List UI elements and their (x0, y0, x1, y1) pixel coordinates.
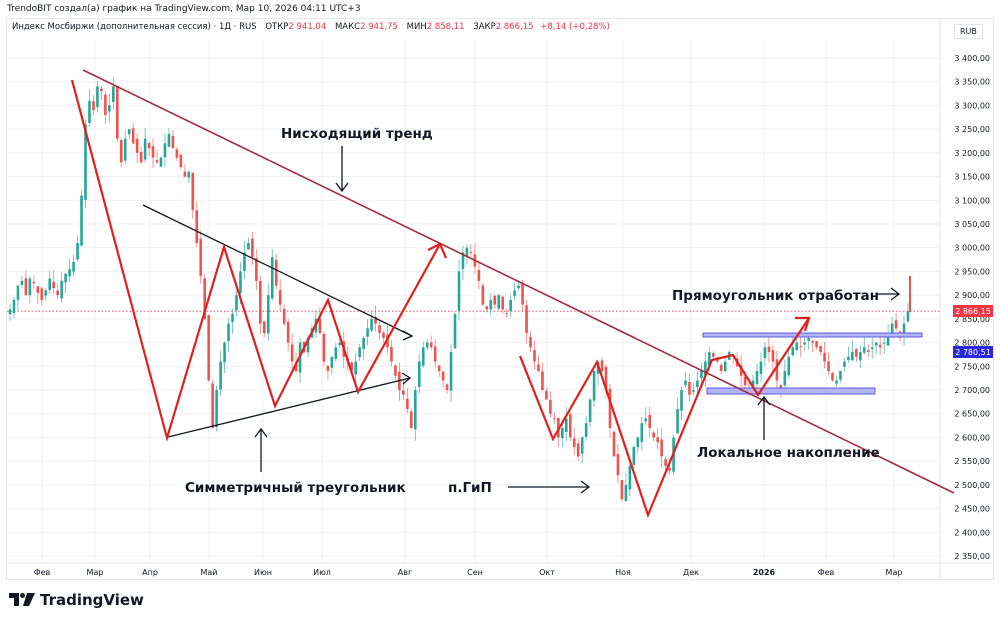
tradingview-logo[interactable]: TradingView (9, 591, 144, 609)
time-tick-label: Июн (254, 568, 272, 577)
high-value: 2 941,75 (360, 22, 398, 32)
time-tick-label: Авг (398, 568, 412, 577)
price-tick-label: 3 350,00 (954, 78, 990, 87)
open-value: 2 941,04 (288, 22, 327, 32)
price-tick-label: 3 250,00 (954, 125, 990, 134)
triangle-upper-line[interactable] (142, 204, 413, 337)
price-tick-label: 3 300,00 (954, 101, 990, 110)
price-tick-label: 2 350,00 (954, 552, 990, 561)
price-tick-label: 2 700,00 (954, 386, 990, 395)
downtrend-label[interactable]: Нисходящий тренд (281, 126, 433, 142)
time-tick-label: Фев (818, 568, 835, 577)
change-value: +8,14 (+0,28%) (540, 22, 610, 32)
price-tick-label: 3 100,00 (954, 196, 990, 205)
price-tick-label: 2 600,00 (954, 433, 990, 442)
low-value: 2 858,11 (426, 22, 465, 32)
high-label: МАКС (334, 22, 361, 32)
time-tick-label: Июл (313, 568, 331, 577)
zigzag-arrowhead-icon (427, 242, 448, 259)
down-arrow-icon (335, 182, 349, 193)
symbol-name: Индекс Мосбиржи (дополнительная сессия) … (12, 22, 257, 32)
triangle-upper-arrow-icon (402, 330, 414, 341)
support-zone-rect[interactable] (706, 387, 876, 395)
price-tick-label: 3 000,00 (954, 244, 990, 253)
time-axis[interactable]: Фев Мар Апр Май Июн Июл Авг Сен Окт Ноя Дек 2026 Фев… (34, 568, 903, 577)
time-tick-label: Апр (142, 568, 158, 577)
secondary-price-badge: 2 780,51 (953, 346, 993, 358)
time-tick-label: Сен (467, 568, 483, 577)
price-tick-label: 2 850,00 (954, 315, 990, 324)
time-tick-label: Дек (683, 568, 699, 577)
triangle-lower-line[interactable] (167, 377, 411, 438)
chart-frame (6, 18, 994, 580)
svg-text:2 866,15: 2 866,15 (955, 307, 991, 316)
logo-text: TradingView (40, 591, 144, 609)
close-value: 2 866,15 (495, 22, 534, 32)
candlestick-series (8, 77, 910, 502)
right-arrow-icon (580, 480, 591, 494)
zigzag-triangle-pattern[interactable] (70, 79, 441, 443)
svg-text:2 780,51: 2 780,51 (955, 348, 991, 357)
ihs-label[interactable]: п.ГиП (448, 480, 492, 496)
price-tick-label: 2 950,00 (954, 267, 990, 276)
symbol-legend[interactable]: Индекс Мосбиржи (дополнительная сессия) … (12, 22, 610, 32)
price-axis[interactable]: 3 400,00 3 350,00 3 300,00 3 250,00 3 200,00… (954, 54, 990, 561)
price-tick-label: 2 750,00 (954, 362, 990, 371)
low-label: МИН (406, 22, 427, 32)
up-arrow-icon (757, 395, 771, 406)
price-tick-label: 3 050,00 (954, 220, 990, 229)
resistance-zone-rect[interactable] (702, 332, 923, 338)
price-tick-label: 2 900,00 (954, 291, 990, 300)
time-tick-label: 2026 (753, 568, 776, 577)
price-tick-label: 2 550,00 (954, 457, 990, 466)
tradingview-logo-icon (9, 593, 35, 606)
local-accum-label[interactable]: Локальное накопление (697, 445, 880, 461)
time-tick-label: Окт (539, 568, 555, 577)
right-arrow-icon (890, 287, 901, 301)
grid-lines (7, 18, 994, 580)
up-arrow-icon (254, 427, 268, 438)
price-tick-label: 2 650,00 (954, 410, 990, 419)
price-tick-label: 2 800,00 (954, 339, 990, 348)
zigzag-breakout-arrowhead-icon (795, 316, 811, 332)
open-label: ОТКР (265, 22, 289, 32)
zigzag-ihs-pattern[interactable] (518, 317, 810, 519)
time-tick-label: Фев (34, 568, 51, 577)
price-tick-label: 2 400,00 (954, 528, 990, 537)
currency-button[interactable]: RUB (954, 24, 983, 39)
last-price-badge: 2 866,15 (953, 305, 993, 317)
time-tick-label: Мар (87, 568, 104, 577)
price-tick-label: 3 150,00 (954, 173, 990, 182)
downtrend-line[interactable] (82, 69, 955, 494)
triangle-label[interactable]: Симметричный треугольник (185, 480, 406, 496)
creator-line: TrendoBIT создал(а) график на TradingVie… (7, 4, 361, 14)
price-tick-label: 3 200,00 (954, 149, 990, 158)
price-tick-label: 2 450,00 (954, 505, 990, 514)
price-tick-label: 2 500,00 (954, 481, 990, 490)
time-tick-label: Мар (886, 568, 903, 577)
close-label: ЗАКР (473, 22, 496, 32)
rect-done-label[interactable]: Прямоугольник отработан (672, 288, 879, 304)
time-tick-label: Май (200, 568, 217, 577)
time-tick-label: Ноя (615, 568, 631, 577)
triangle-lower-arrow-icon (401, 372, 412, 385)
price-tick-label: 3 400,00 (954, 54, 990, 63)
